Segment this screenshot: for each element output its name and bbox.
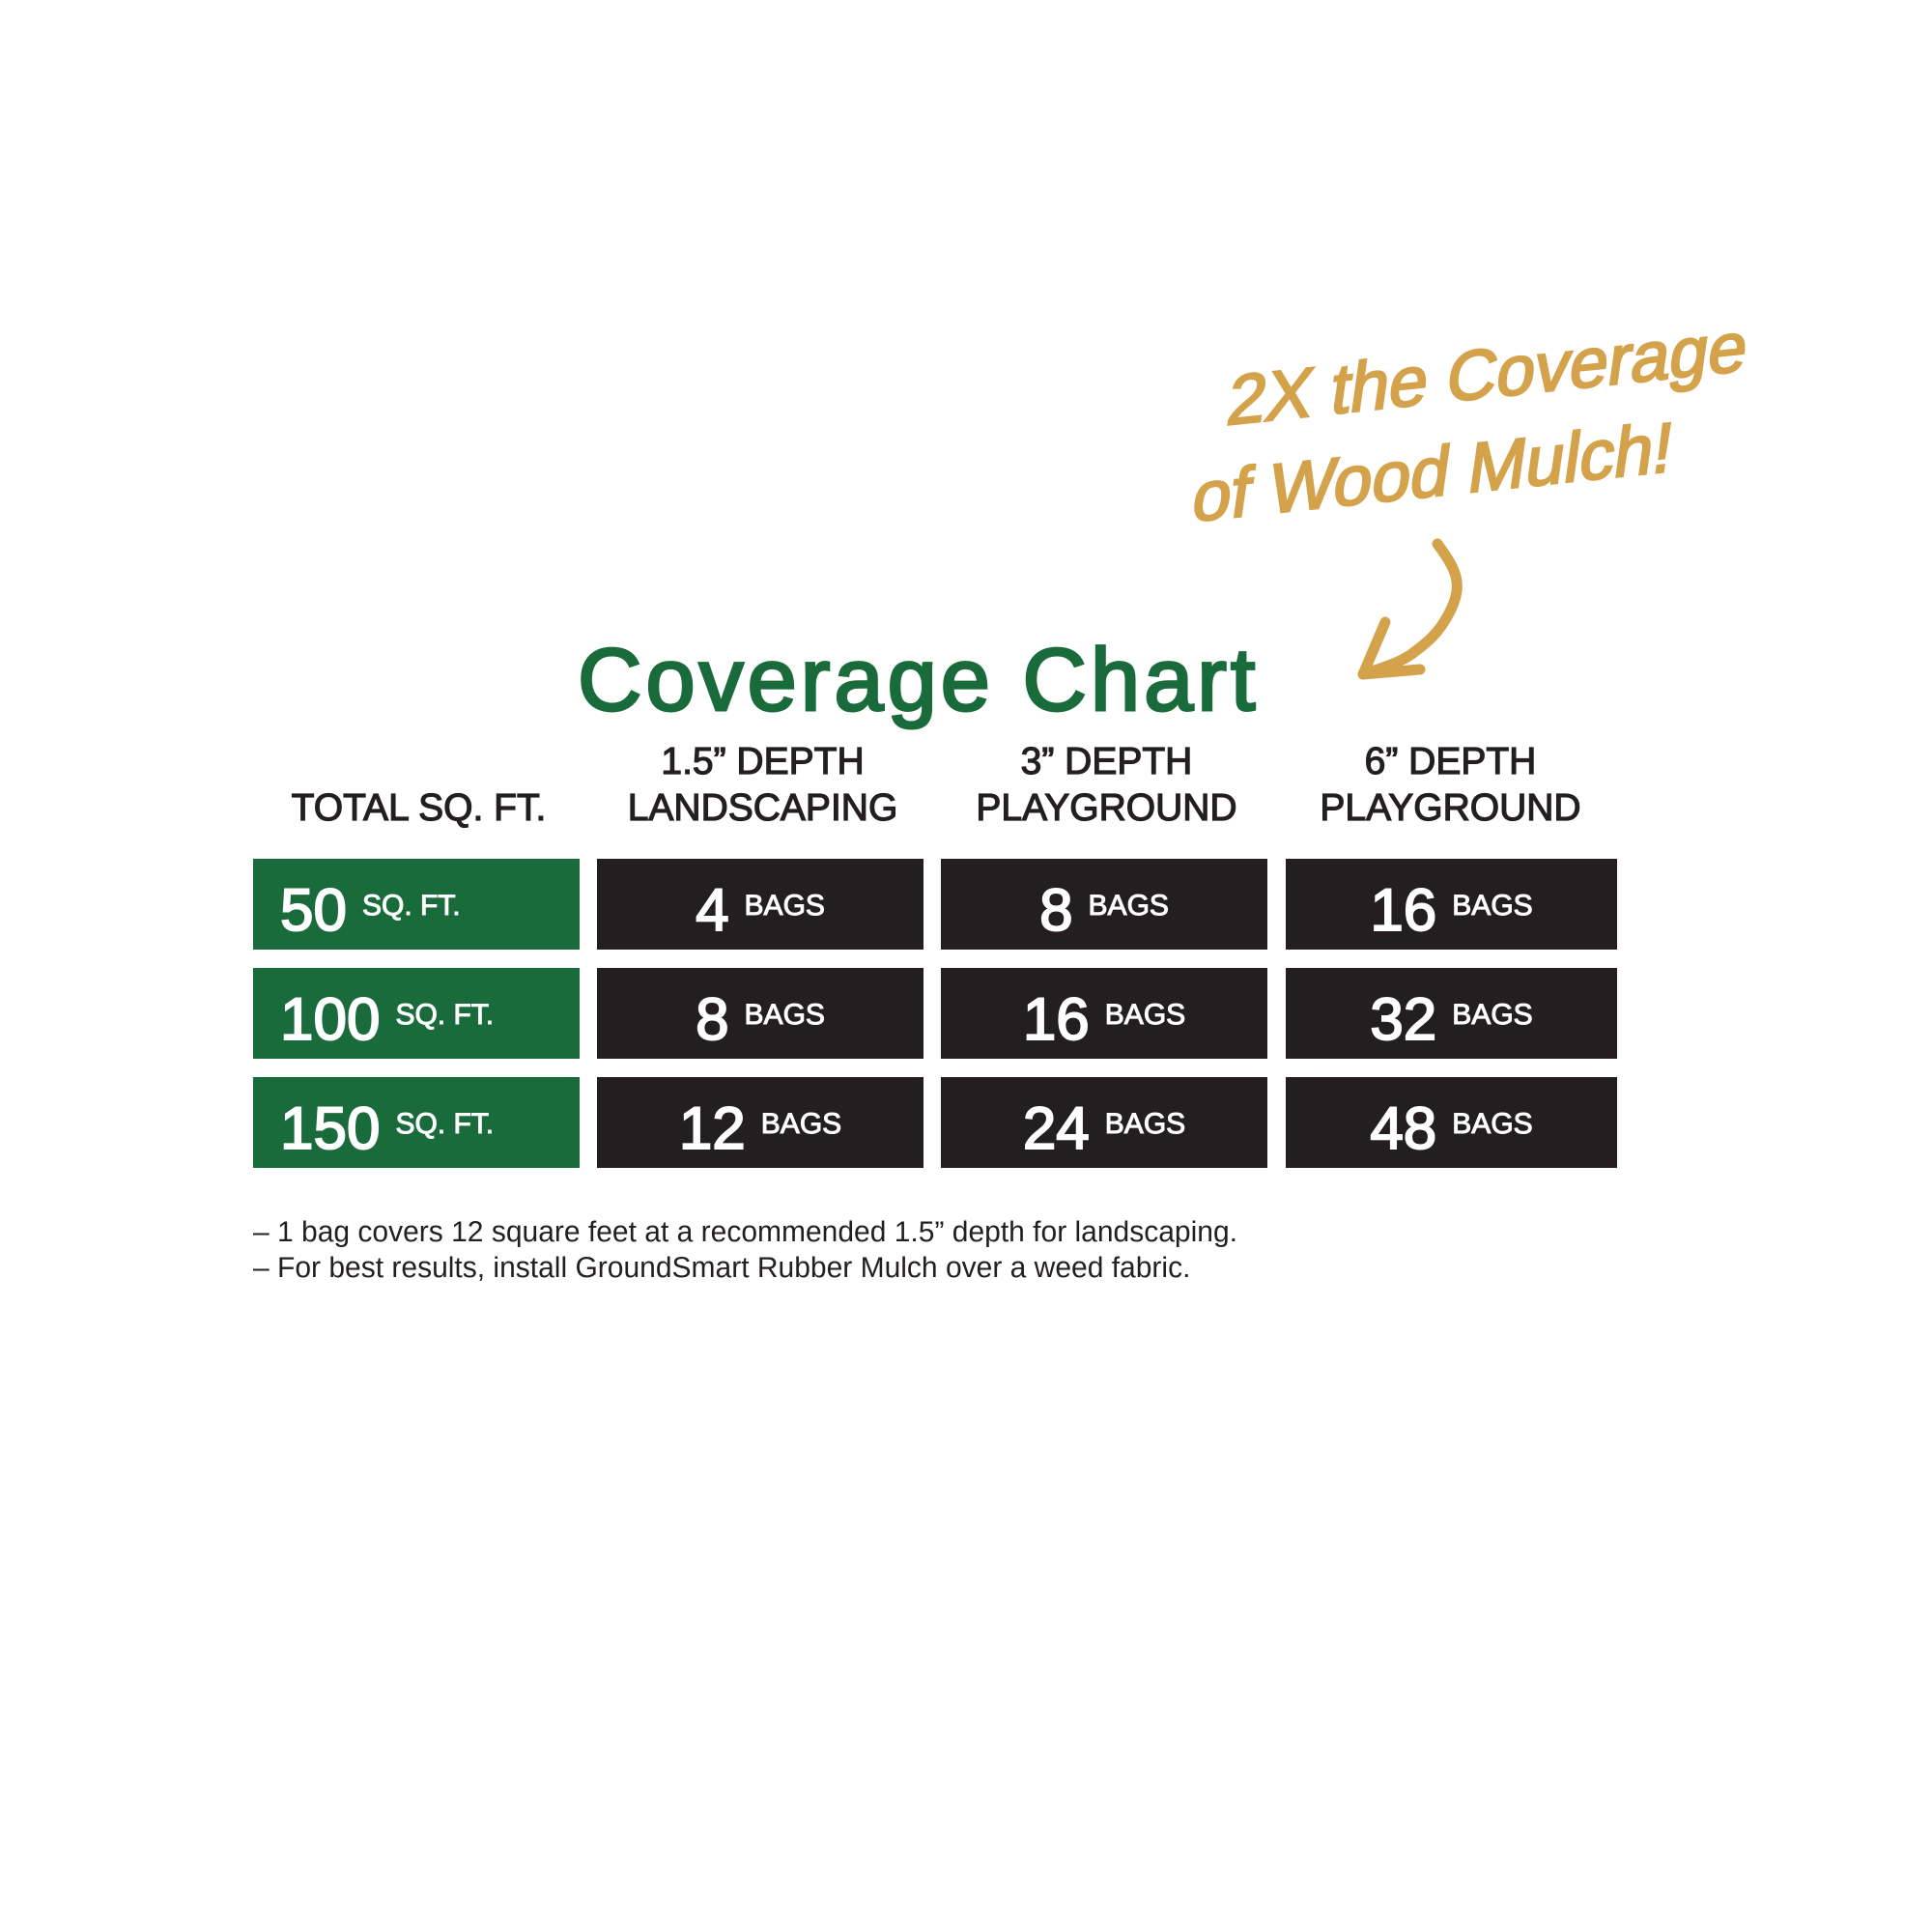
svg-text:2X the Coverage: 2X the Coverage bbox=[1218, 308, 1752, 441]
